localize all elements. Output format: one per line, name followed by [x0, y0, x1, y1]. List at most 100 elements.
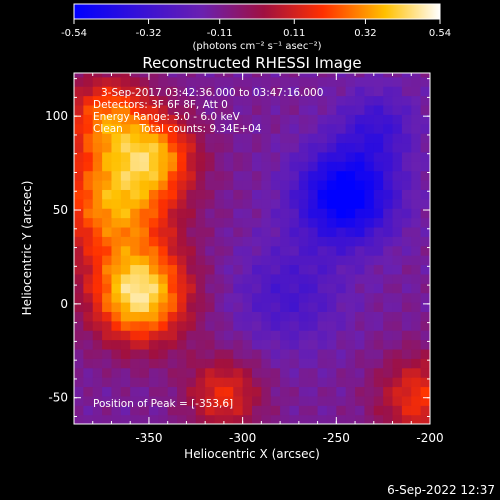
heatmap-cell — [383, 367, 394, 378]
heatmap-cell — [139, 367, 150, 378]
heatmap-cell — [120, 142, 131, 153]
heatmap-cell — [195, 208, 206, 219]
colorbar-tick-label: 0.54 — [429, 28, 451, 39]
heatmap-cell — [195, 179, 206, 190]
heatmap-cell — [411, 236, 422, 247]
heatmap-cell — [355, 311, 366, 322]
heatmap-cell — [139, 245, 150, 256]
heatmap-cell — [139, 358, 150, 369]
heatmap-cell — [167, 73, 178, 78]
heatmap-cell — [205, 95, 216, 106]
heatmap-cell — [120, 170, 131, 181]
heatmap-cell — [223, 179, 234, 190]
heatmap-cell — [345, 273, 356, 284]
heatmap-cell — [242, 255, 253, 266]
x-tick-label: -200 — [416, 431, 443, 445]
heatmap-cell — [195, 320, 206, 331]
heatmap-cell — [289, 123, 300, 134]
heatmap-cell — [261, 86, 272, 97]
heatmap-cell — [420, 264, 430, 275]
heatmap-cell — [280, 73, 291, 78]
heatmap-cell — [308, 311, 319, 322]
heatmap-cell — [392, 86, 403, 97]
heatmap-cell — [420, 198, 430, 209]
heatmap-cell — [92, 358, 103, 369]
heatmap-cell — [345, 142, 356, 153]
heatmap-cell — [177, 386, 188, 397]
heatmap-cell — [186, 170, 197, 181]
heatmap-cell — [326, 114, 337, 125]
heatmap-cell — [242, 217, 253, 228]
heatmap-cell — [336, 133, 347, 144]
heatmap-cell — [148, 161, 159, 172]
y-tick-label: 0 — [60, 297, 68, 311]
heatmap-cell — [392, 301, 403, 312]
heatmap-cell — [317, 358, 328, 369]
heatmap-cell — [195, 330, 206, 341]
heatmap-cell — [83, 86, 94, 97]
heatmap-cell — [130, 320, 141, 331]
heatmap-cell — [280, 189, 291, 200]
heatmap-cell — [120, 283, 131, 294]
heatmap-cell — [186, 151, 197, 162]
heatmap-cell — [289, 95, 300, 106]
heatmap-cell — [102, 198, 113, 209]
heatmap-cell — [167, 198, 178, 209]
heatmap-cell — [317, 283, 328, 294]
heatmap-cell — [205, 179, 216, 190]
heatmap-cell — [383, 358, 394, 369]
heatmap-cell — [120, 330, 131, 341]
heatmap-cell — [233, 142, 244, 153]
heatmap-cell — [280, 283, 291, 294]
heatmap-cell — [364, 339, 375, 350]
heatmap-cell — [92, 255, 103, 266]
heatmap-cell — [252, 339, 262, 350]
heatmap-cell — [242, 386, 253, 397]
heatmap-cell — [252, 208, 262, 219]
heatmap-cell — [158, 151, 169, 162]
heatmap-cell — [148, 95, 159, 106]
heatmap-cell — [364, 358, 375, 369]
heatmap-cell — [401, 405, 412, 416]
heatmap-cell — [120, 395, 131, 406]
heatmap-cell — [308, 151, 319, 162]
heatmap-cell — [177, 161, 188, 172]
heatmap-cell — [242, 377, 253, 388]
heatmap-cell — [74, 161, 84, 172]
heatmap-cell — [111, 151, 122, 162]
heatmap-cell — [261, 320, 272, 331]
heatmap-cell — [252, 133, 262, 144]
heatmap-cell — [195, 301, 206, 312]
heatmap-cell — [383, 189, 394, 200]
heatmap-cell — [392, 76, 403, 87]
heatmap-cell — [317, 226, 328, 237]
heatmap-cell — [242, 273, 253, 284]
heatmap-cell — [177, 151, 188, 162]
heatmap-cell — [223, 330, 234, 341]
heatmap-cell — [364, 217, 375, 228]
heatmap-cell — [111, 142, 122, 153]
heatmap-cell — [345, 208, 356, 219]
heatmap-cell — [345, 133, 356, 144]
heatmap-cell — [373, 301, 384, 312]
heatmap-cell — [242, 348, 253, 359]
heatmap-cell — [186, 320, 197, 331]
heatmap-cell — [336, 179, 347, 190]
heatmap-cell — [401, 339, 412, 350]
heatmap-cell — [270, 189, 281, 200]
heatmap-cell — [205, 414, 216, 424]
heatmap-cell — [186, 217, 197, 228]
heatmap-cell — [298, 73, 309, 78]
heatmap-cell — [233, 273, 244, 284]
heatmap-cell — [148, 198, 159, 209]
heatmap-cell — [139, 142, 150, 153]
heatmap-cell — [233, 339, 244, 350]
heatmap-cell — [326, 208, 337, 219]
heatmap-cell — [373, 226, 384, 237]
heatmap-cell — [326, 395, 337, 406]
heatmap-cell — [383, 414, 394, 424]
heatmap-cell — [120, 377, 131, 388]
heatmap-cell — [233, 320, 244, 331]
heatmap-cell — [355, 320, 366, 331]
heatmap-cell — [336, 76, 347, 87]
